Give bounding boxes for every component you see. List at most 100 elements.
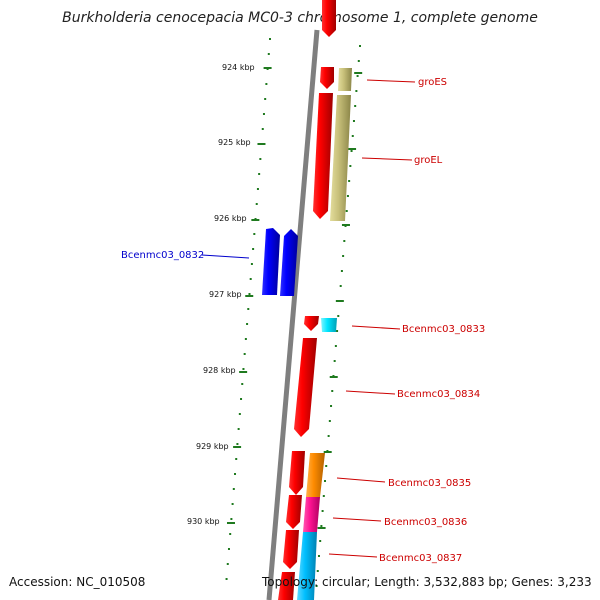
scale-dot-right xyxy=(348,180,351,182)
major-tick-left xyxy=(257,143,266,145)
scale-dot-left xyxy=(236,443,239,445)
scale-dot-right xyxy=(356,75,359,77)
scale-dot-left xyxy=(244,338,247,340)
scale-dot-left xyxy=(264,98,267,100)
gene-0837-red[interactable] xyxy=(283,530,299,569)
label-groES[interactable]: groES xyxy=(418,77,447,88)
major-tick-right xyxy=(335,300,344,302)
scale-dot-left xyxy=(248,293,251,295)
label-Bcenmc03-0833[interactable]: Bcenmc03_0833 xyxy=(402,324,485,335)
label-groEL[interactable]: groEL xyxy=(414,155,443,166)
gene-0836-pink[interactable] xyxy=(303,497,320,532)
major-tick-left xyxy=(226,522,235,524)
major-tick-left xyxy=(245,295,254,297)
gene-groES[interactable] xyxy=(320,67,334,89)
scale-dot-left xyxy=(231,503,234,505)
tick-label-927: 927 kbp xyxy=(209,290,242,299)
scale-dot-right xyxy=(316,570,319,572)
gene-0837-skyblue[interactable] xyxy=(297,532,317,600)
gene-top-partial[interactable] xyxy=(322,0,336,37)
gene-bottom-partial[interactable] xyxy=(278,572,295,600)
major-tick-left xyxy=(233,446,242,448)
label-Bcenmc03-0837[interactable]: Bcenmc03_0837 xyxy=(379,553,462,564)
accession-text: Accession: NC_010508 xyxy=(9,575,146,589)
scale-dot-right xyxy=(315,585,318,587)
label-Bcenmc03-0832[interactable]: Bcenmc03_0832 xyxy=(121,250,204,261)
scale-dot-left xyxy=(241,383,244,385)
scale-dot-left xyxy=(234,473,237,475)
scale-dot-left xyxy=(237,428,240,430)
scale-dot-left xyxy=(247,308,250,310)
g0834-leader xyxy=(345,390,396,395)
scale-dot-right xyxy=(324,480,327,482)
gene-0833-red[interactable] xyxy=(304,316,319,331)
scale-dot-left xyxy=(252,248,255,250)
scale-dot-left xyxy=(226,563,229,565)
major-tick-left xyxy=(239,371,248,373)
genome-summary-text: Topology: circular; Length: 3,532,883 bp… xyxy=(262,575,592,589)
scale-dot-left xyxy=(253,233,256,235)
tick-label-930: 930 kbp xyxy=(187,517,220,526)
gene-0832-a[interactable] xyxy=(262,228,280,295)
major-tick-right xyxy=(354,72,363,74)
tick-label-928: 928 kbp xyxy=(203,366,236,375)
g0836-leader xyxy=(332,517,382,522)
scale-dot-left xyxy=(262,113,265,115)
gene-groEL-khaki[interactable] xyxy=(330,95,351,221)
scale-dot-right xyxy=(337,315,340,317)
gene-0836-red[interactable] xyxy=(286,495,302,529)
scale-dot-left xyxy=(250,263,253,265)
scale-dot-right xyxy=(330,405,333,407)
major-tick-left xyxy=(263,67,272,69)
gene-0832-b[interactable] xyxy=(280,229,298,296)
scale-dot-right xyxy=(320,525,323,527)
scale-dot-right xyxy=(317,555,320,557)
scale-dot-left xyxy=(240,398,243,400)
scale-dot-right xyxy=(319,540,322,542)
scale-dot-left xyxy=(265,83,268,85)
scale-dot-left xyxy=(246,323,249,325)
scale-dot-left xyxy=(232,488,235,490)
major-tick-right xyxy=(329,376,338,378)
label-Bcenmc03-0836[interactable]: Bcenmc03_0836 xyxy=(384,517,467,528)
scale-dot-left xyxy=(242,368,245,370)
gene-0835-orange[interactable] xyxy=(306,453,325,497)
g0832-leader xyxy=(201,254,250,259)
scale-dot-right xyxy=(327,435,330,437)
groES-leader xyxy=(366,79,416,83)
gene-0834[interactable] xyxy=(294,338,317,437)
scale-dot-left xyxy=(229,533,232,535)
scale-dot-right xyxy=(357,60,360,62)
scale-dot-right xyxy=(349,165,352,167)
scale-dot-left xyxy=(267,53,270,55)
gene-groES-khaki[interactable] xyxy=(338,68,352,91)
scale-dot-right xyxy=(322,495,325,497)
label-Bcenmc03-0834[interactable]: Bcenmc03_0834 xyxy=(397,389,480,400)
scale-dot-right xyxy=(343,240,346,242)
scale-dot-right xyxy=(345,210,348,212)
scale-dot-right xyxy=(359,45,361,47)
scale-dot-right xyxy=(333,360,336,362)
scale-dot-left xyxy=(238,413,241,415)
scale-dot-left xyxy=(235,458,238,460)
g0835-leader xyxy=(336,477,386,483)
scale-dot-right xyxy=(351,135,354,137)
gene-0833-cyan[interactable] xyxy=(321,318,337,332)
scale-dot-right xyxy=(325,465,328,467)
scale-dot-right xyxy=(339,285,342,287)
tick-label-924: 924 kbp xyxy=(222,63,255,72)
scale-dot-left xyxy=(258,173,261,175)
scale-dot-right xyxy=(336,330,339,332)
gene-groEL[interactable] xyxy=(313,93,333,219)
label-Bcenmc03-0835[interactable]: Bcenmc03_0835 xyxy=(388,478,471,489)
groEL-leader xyxy=(361,157,413,161)
scale-dot-right xyxy=(355,90,358,92)
g0837-leader xyxy=(328,553,378,558)
chromosome-backbone xyxy=(266,29,320,600)
scale-dot-left xyxy=(261,128,264,130)
gene-0835-red[interactable] xyxy=(289,451,305,495)
scale-dot-right xyxy=(334,345,337,347)
scale-dot-right xyxy=(342,255,345,257)
scale-dot-left xyxy=(243,353,246,355)
scale-dot-left xyxy=(230,518,233,520)
